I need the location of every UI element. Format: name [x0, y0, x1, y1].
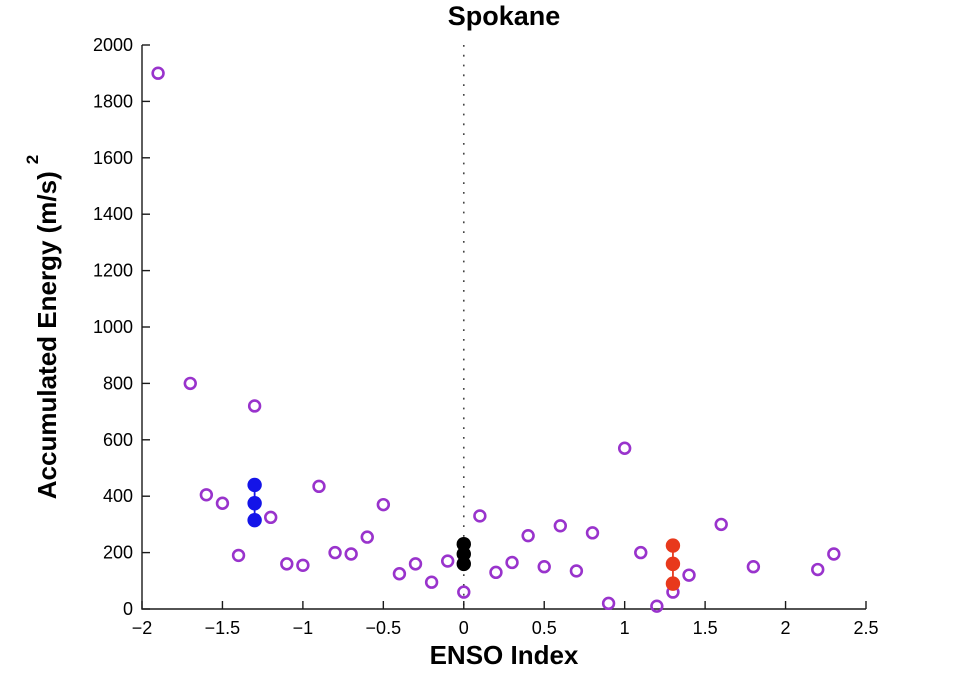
purple-open-circles-point	[585, 526, 600, 540]
x-tick-label: 1.5	[693, 618, 718, 638]
y-tick-label: 200	[103, 543, 133, 563]
purple-open-circles-point	[746, 559, 761, 574]
purple-open-circles-point	[215, 496, 230, 510]
purple-open-circles-point	[617, 441, 632, 455]
black-cluster-point	[456, 556, 471, 572]
purple-open-circles-point	[408, 557, 423, 571]
purple-open-circles-point	[328, 545, 342, 560]
y-tick-label: 1400	[93, 204, 133, 224]
purple-open-circles-point	[537, 559, 551, 574]
purple-open-circles-point	[312, 479, 326, 494]
purple-open-circles-point	[264, 510, 278, 525]
purple-open-circles-point	[280, 557, 294, 571]
x-axis-label: ENSO Index	[429, 640, 579, 670]
y-tick-label: 1000	[93, 317, 133, 337]
x-tick-label: 1	[620, 618, 630, 638]
y-tick-label: 800	[103, 373, 133, 393]
purple-open-circles-point	[360, 530, 374, 544]
y-tick-label: 2000	[93, 35, 133, 55]
y-tick-label: 1800	[93, 91, 133, 111]
purple-open-circles-point	[811, 562, 825, 577]
purple-open-circles-point	[489, 565, 503, 580]
y-tick-label: 1200	[93, 261, 133, 281]
x-tick-label: −2	[132, 618, 153, 638]
x-tick-label: −1	[293, 618, 314, 638]
purple-open-circles-point	[247, 399, 262, 413]
y-tick-label: 1600	[93, 148, 133, 168]
purple-open-circles-point	[344, 547, 358, 561]
black-cluster-point	[456, 546, 471, 562]
purple-open-circles-point	[569, 564, 584, 578]
purple-open-circles-point	[714, 517, 728, 532]
purple-open-circles-point	[457, 585, 471, 599]
purple-open-circles-point	[151, 66, 165, 80]
purple-open-circles-point	[682, 568, 696, 582]
purple-open-circles-point	[440, 554, 455, 568]
purple-open-circles-point	[424, 575, 439, 589]
purple-open-circles-point	[827, 547, 841, 561]
purple-open-circles-point	[199, 488, 214, 502]
purple-open-circles-point	[376, 497, 391, 512]
purple-open-circles-point	[650, 599, 664, 613]
x-tick-label: −1.5	[205, 618, 241, 638]
black-cluster-point	[456, 536, 471, 552]
purple-open-circles-point	[183, 376, 197, 391]
red-cluster-point	[665, 556, 681, 572]
x-tick-label: 0	[459, 618, 469, 638]
red-cluster-point	[665, 538, 681, 553]
y-tick-label: 400	[103, 486, 133, 506]
x-tick-label: 0.5	[532, 618, 557, 638]
chart-title: Spokane	[447, 1, 561, 31]
purple-open-circles-point	[296, 558, 310, 572]
purple-open-circles-point	[231, 548, 246, 563]
x-tick-label: 2.5	[853, 618, 878, 638]
y-tick-label: 600	[103, 430, 133, 450]
blue-cluster-point	[247, 496, 262, 511]
red-cluster-point	[665, 576, 681, 591]
blue-cluster-point	[247, 477, 262, 493]
purple-open-circles-point	[553, 519, 568, 533]
blue-cluster-point	[247, 512, 262, 528]
purple-open-circles-point	[505, 555, 519, 570]
purple-open-circles-point	[634, 545, 648, 560]
purple-open-circles-point	[392, 567, 407, 581]
purple-open-circles-point	[473, 509, 487, 523]
x-tick-label: 2	[781, 618, 791, 638]
x-tick-label: −0.5	[366, 618, 402, 638]
purple-open-circles-point	[601, 596, 616, 611]
y-tick-label: 0	[123, 599, 133, 619]
purple-open-circles-point	[521, 528, 535, 543]
